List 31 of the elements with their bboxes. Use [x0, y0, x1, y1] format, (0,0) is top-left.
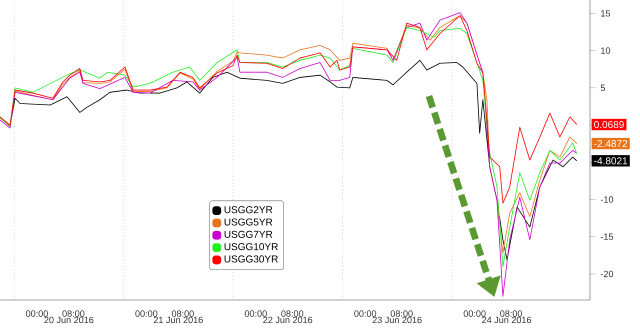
x-tick-label: 00:00	[354, 310, 376, 317]
x-tick-label: 00:00	[26, 310, 48, 317]
y-tick-label: 5	[600, 84, 606, 92]
data-label: 0.0689	[594, 121, 624, 128]
x-tick-label: 08:00	[500, 310, 522, 317]
x2-tick-label: 24 Jun 2016	[482, 316, 532, 324]
x2-tick-label: 20 Jun 2016	[44, 316, 94, 324]
y-tick-label: -10	[600, 196, 614, 203]
y-tick-label: -20	[600, 270, 614, 278]
legend-label: USGG7YR	[224, 230, 272, 238]
x-tick-label: 00:00	[135, 310, 158, 317]
x2-tick-label: 21 Jun 2016	[154, 316, 203, 324]
line-series	[0, 12, 578, 297]
data-label: -2.4872	[594, 140, 628, 148]
legend-label: USGG2YR	[224, 206, 272, 214]
legend-label: USGG30YR	[224, 255, 278, 263]
x-tick-label: 08:00	[172, 310, 194, 317]
x-tick-label: 08:00	[390, 310, 413, 317]
x2-tick-label: 23 Jun 2016	[372, 316, 422, 324]
y-tick-label: -15	[600, 234, 614, 240]
legend-label: USGG10YR	[224, 243, 278, 250]
x-tick-label: 08:00	[62, 310, 84, 317]
x2-tick-label: 22 Jun 2016	[263, 316, 312, 324]
line-series	[0, 15, 578, 204]
x-tick-label: 00:00	[244, 310, 267, 317]
x-tick-label: 08:00	[281, 310, 304, 317]
legend-label: USGG5YR	[224, 218, 272, 226]
y-tick-label: 10	[601, 47, 610, 54]
data-label: -4.8021	[594, 157, 628, 164]
x-tick-label: 00:00	[464, 310, 486, 317]
y-tick-label: 15	[601, 10, 610, 17]
